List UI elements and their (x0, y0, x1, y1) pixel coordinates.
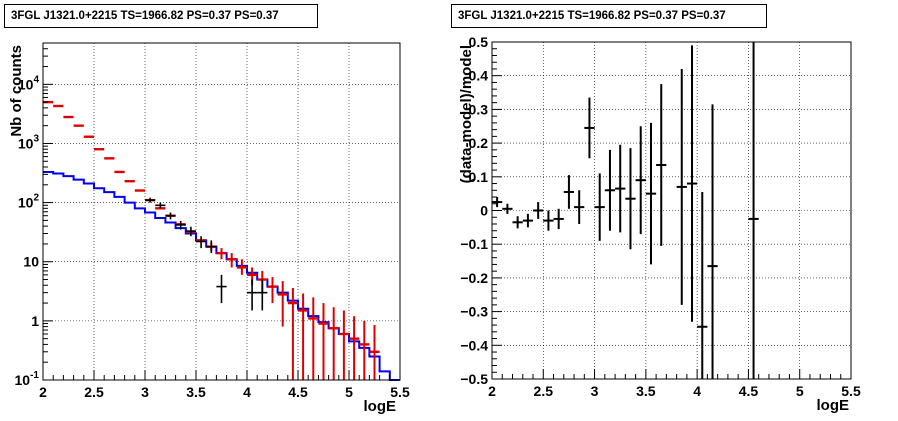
right-x-tick-label: 2 (488, 383, 496, 399)
left-x-axis-title: logE (364, 398, 397, 415)
left-x-tick-label: 3.5 (186, 384, 206, 400)
left-y-tick-label: 102 (18, 193, 40, 211)
left-y-tick-label: 10 (23, 254, 39, 270)
right-x-tick-label: 5.5 (841, 383, 861, 399)
right-y-tick-label: 0 (480, 203, 488, 219)
right-y-tick-label: −0.5 (460, 371, 488, 387)
left-y-tick-label: 104 (18, 74, 40, 92)
right-plot-area (492, 42, 851, 379)
right-y-tick-label: 0.3 (469, 101, 489, 117)
right-y-tick-label: −0.1 (460, 236, 488, 252)
left-x-tick-label: 2.5 (84, 384, 104, 400)
left-chart-title: 3FGL J1321.0+2215 TS=1966.82 PS=0.37 PS=… (4, 4, 318, 28)
right-x-tick-label: 5 (796, 383, 804, 399)
right-x-tick-label: 2.5 (534, 383, 554, 399)
right-y-tick-label: −0.2 (460, 270, 488, 286)
right-x-axis-title: logE (817, 397, 850, 414)
left-plot-area (43, 43, 400, 380)
left-x-tick-label: 4.5 (288, 384, 308, 400)
right-x-tick-label: 4 (693, 383, 701, 399)
left-x-tick-label: 5 (345, 384, 353, 400)
right-x-tick-label: 3 (591, 383, 599, 399)
right-y-tick-label: −0.4 (460, 337, 488, 353)
right-y-tick-label: −0.3 (460, 304, 488, 320)
left-x-tick-label: 5.5 (390, 384, 410, 400)
right-y-tick-label: 0.4 (469, 68, 489, 84)
left-x-tick-label: 4 (243, 384, 251, 400)
right-x-tick-label: 3.5 (636, 383, 656, 399)
left-y-tick-label: 103 (18, 133, 40, 151)
left-x-tick-label: 2 (39, 384, 47, 400)
left-y-tick-label: 10-1 (15, 370, 40, 388)
left-x-tick-label: 3 (141, 384, 149, 400)
right-y-tick-label: 0.1 (469, 169, 489, 185)
right-chart-title: 3FGL J1321.0+2215 TS=1966.82 PS=0.37 PS=… (451, 4, 767, 28)
left-y-axis-title: Nb of counts (8, 45, 25, 137)
right-y-tick-label: 0.2 (469, 135, 489, 151)
left-y-tick-label: 1 (31, 313, 39, 329)
right-y-tick-label: 0.5 (469, 34, 489, 50)
right-x-tick-label: 4.5 (739, 383, 759, 399)
right-y-axis-title: (data-model)/model (458, 45, 475, 183)
